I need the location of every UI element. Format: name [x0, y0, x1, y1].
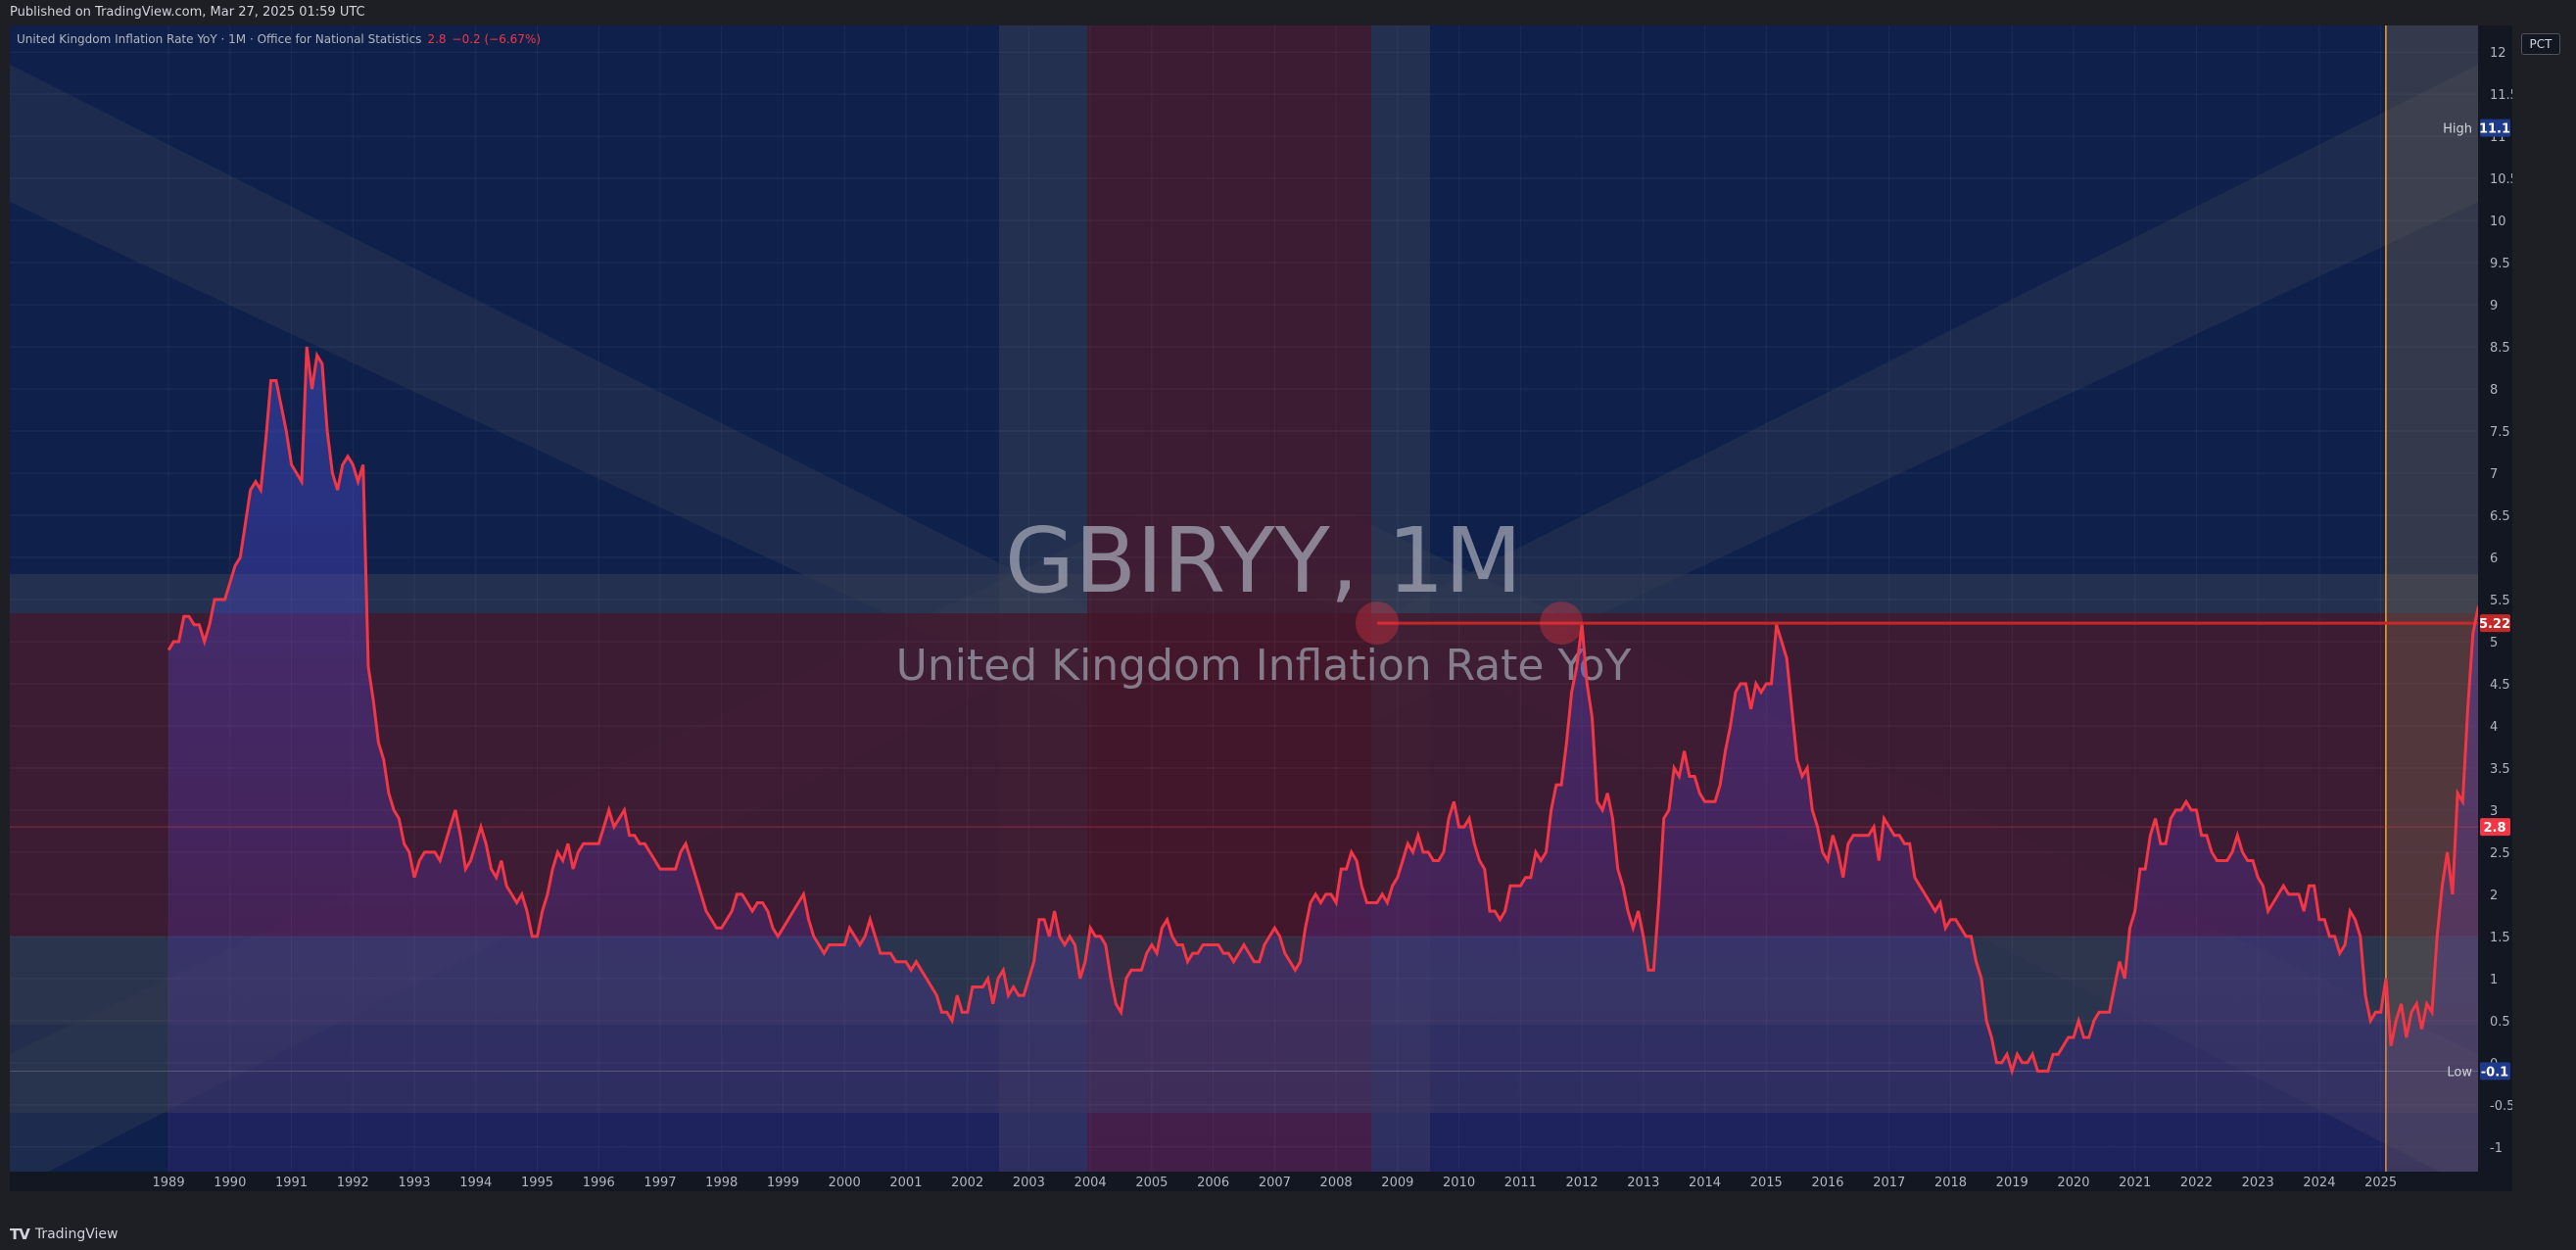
x-tick-label: 2002: [951, 1176, 983, 1190]
y-tick-label: 1.5: [2490, 931, 2510, 945]
published-header: Published on TradingView.com, Mar 27, 20…: [0, 0, 2576, 25]
x-tick-label: 2023: [2242, 1176, 2274, 1190]
y-tick-label: 1: [2490, 973, 2498, 987]
x-tick-label: 1994: [459, 1176, 492, 1190]
x-tick-label: 2020: [2057, 1176, 2089, 1190]
y-axis-panel[interactable]: [2478, 25, 2512, 1191]
watermark: GBIRYY, 1M United Kingdom Inflation Rate…: [896, 508, 1632, 691]
touch-marker: [1540, 601, 1584, 646]
tradingview-logo-icon: TV: [10, 1226, 30, 1243]
y-tick-label: 3.5: [2490, 762, 2510, 777]
x-tick-label: 1989: [153, 1176, 185, 1190]
x-tick-label: 2014: [1689, 1176, 1721, 1190]
x-tick-label: 2010: [1443, 1176, 1475, 1190]
chart-frame[interactable]: GBIRYY, 1M United Kingdom Inflation Rate…: [10, 25, 2512, 1191]
y-tick-label: -1: [2490, 1141, 2503, 1156]
x-tick-label: 2024: [2303, 1176, 2335, 1190]
y-axis: 1211.51110.5109.598.587.576.565.554.543.…: [2443, 25, 2512, 1191]
x-tick-label: 1995: [521, 1176, 553, 1190]
last-value-badge-bg: [2480, 818, 2510, 837]
x-tick-label: 2006: [1197, 1176, 1229, 1190]
tradingview-logo[interactable]: TV TradingView: [10, 1225, 118, 1244]
x-tick-label: 2007: [1259, 1176, 1291, 1190]
x-tick-label: 2021: [2119, 1176, 2151, 1190]
flag-saltire-white-2: [1156, 65, 2478, 731]
x-tick-label: 2025: [2364, 1176, 2397, 1190]
series-area: [168, 278, 2512, 1172]
x-tick-label: 1998: [705, 1176, 738, 1190]
y-tick-label: 6: [2490, 552, 2498, 566]
y-tick-label: 5: [2490, 636, 2498, 650]
tradingview-brand: TradingView: [34, 1226, 119, 1242]
low-label: Low: [2447, 1065, 2472, 1080]
series-legend[interactable]: United Kingdom Inflation Rate YoY · 1M ·…: [17, 32, 541, 46]
flag-saltire-white-1: [10, 65, 1332, 731]
x-tick-label: 2008: [1320, 1176, 1353, 1190]
y-tick-label: 5.5: [2490, 594, 2510, 608]
last-value-badge: 2.8: [2483, 821, 2505, 836]
x-tick-label: 2012: [1566, 1176, 1598, 1190]
y-tick-label: 8: [2490, 383, 2498, 398]
y-tick-label: 11.5: [2490, 88, 2512, 103]
y-tick-label: 7.5: [2490, 425, 2510, 440]
watermark-name: United Kingdom Inflation Rate YoY: [896, 641, 1632, 691]
x-tick-label: 1997: [644, 1176, 676, 1190]
chart-svg[interactable]: GBIRYY, 1M United Kingdom Inflation Rate…: [10, 25, 2512, 1191]
touch-marker: [1355, 601, 1399, 646]
legend-last-value: 2.8: [427, 32, 447, 46]
x-tick-label: 2000: [829, 1176, 861, 1190]
x-tick-label: 2003: [1013, 1176, 1045, 1190]
x-tick-label: 1991: [275, 1176, 308, 1190]
high-label: High: [2443, 122, 2472, 137]
y-tick-label: 7: [2490, 467, 2498, 482]
x-tick-label: 2019: [1996, 1176, 2028, 1190]
y-tick-label: 10: [2490, 215, 2506, 229]
legend-title: United Kingdom Inflation Rate YoY · 1M ·…: [17, 32, 422, 46]
y-tick-label: 9: [2490, 299, 2498, 313]
low-value-badge-bg: [2480, 1062, 2510, 1081]
y-tick-label: 4: [2490, 720, 2498, 735]
x-tick-label: 2018: [1934, 1176, 1967, 1190]
x-tick-label: 2011: [1504, 1176, 1537, 1190]
x-tick-label: 2009: [1381, 1176, 1413, 1190]
footer-bar: [0, 1223, 2576, 1250]
y-tick-label: 3: [2490, 804, 2498, 819]
x-tick-label: 1996: [583, 1176, 615, 1190]
x-tick-label: 2016: [1811, 1176, 1843, 1190]
x-tick-label: 2022: [2180, 1176, 2213, 1190]
touch-markers: [1355, 601, 1584, 646]
x-tick-label: 2017: [1873, 1176, 1905, 1190]
x-tick-label: 2013: [1627, 1176, 1659, 1190]
y-tick-label: -0.5: [2490, 1099, 2512, 1114]
legend-change: −0.2 (−6.67%): [452, 32, 542, 46]
low-value-badge: -0.1: [2481, 1065, 2508, 1080]
x-tick-label: 2001: [889, 1176, 922, 1190]
hline-value-badge-bg: [2480, 614, 2510, 633]
y-tick-label: 6.5: [2490, 509, 2510, 524]
watermark-symbol: GBIRYY, 1M: [1005, 508, 1522, 613]
high-value-badge-bg: [2480, 119, 2510, 137]
y-tick-label: 0.5: [2490, 1015, 2510, 1030]
x-tick-label: 2004: [1074, 1176, 1107, 1190]
y-tick-label: 2.5: [2490, 846, 2510, 861]
y-tick-label: 12: [2490, 46, 2506, 61]
y-tick-label: 9.5: [2490, 257, 2510, 271]
x-tick-label: 1992: [337, 1176, 369, 1190]
y-tick-label: 4.5: [2490, 678, 2510, 693]
y-tick-label: 10.5: [2490, 172, 2512, 187]
x-tick-label: 1993: [398, 1176, 430, 1190]
high-value-badge: 11.1: [2479, 122, 2510, 137]
x-tick-label: 1999: [767, 1176, 799, 1190]
x-tick-label: 1990: [214, 1176, 246, 1190]
hline-value-badge: 5.22: [2479, 617, 2510, 632]
x-tick-label: 2005: [1135, 1176, 1168, 1190]
series-line[interactable]: [167, 128, 2512, 1077]
y-tick-label: 8.5: [2490, 341, 2510, 356]
x-axis-panel[interactable]: [10, 1172, 2478, 1191]
x-tick-label: 2015: [1750, 1176, 1783, 1190]
y-tick-label: 2: [2490, 889, 2498, 903]
x-axis: 1989 1990 1991 1992 1993 1994 1995 1996 1997 1998…: [10, 1172, 2478, 1191]
pct-scale-button[interactable]: PCT: [2521, 33, 2560, 55]
